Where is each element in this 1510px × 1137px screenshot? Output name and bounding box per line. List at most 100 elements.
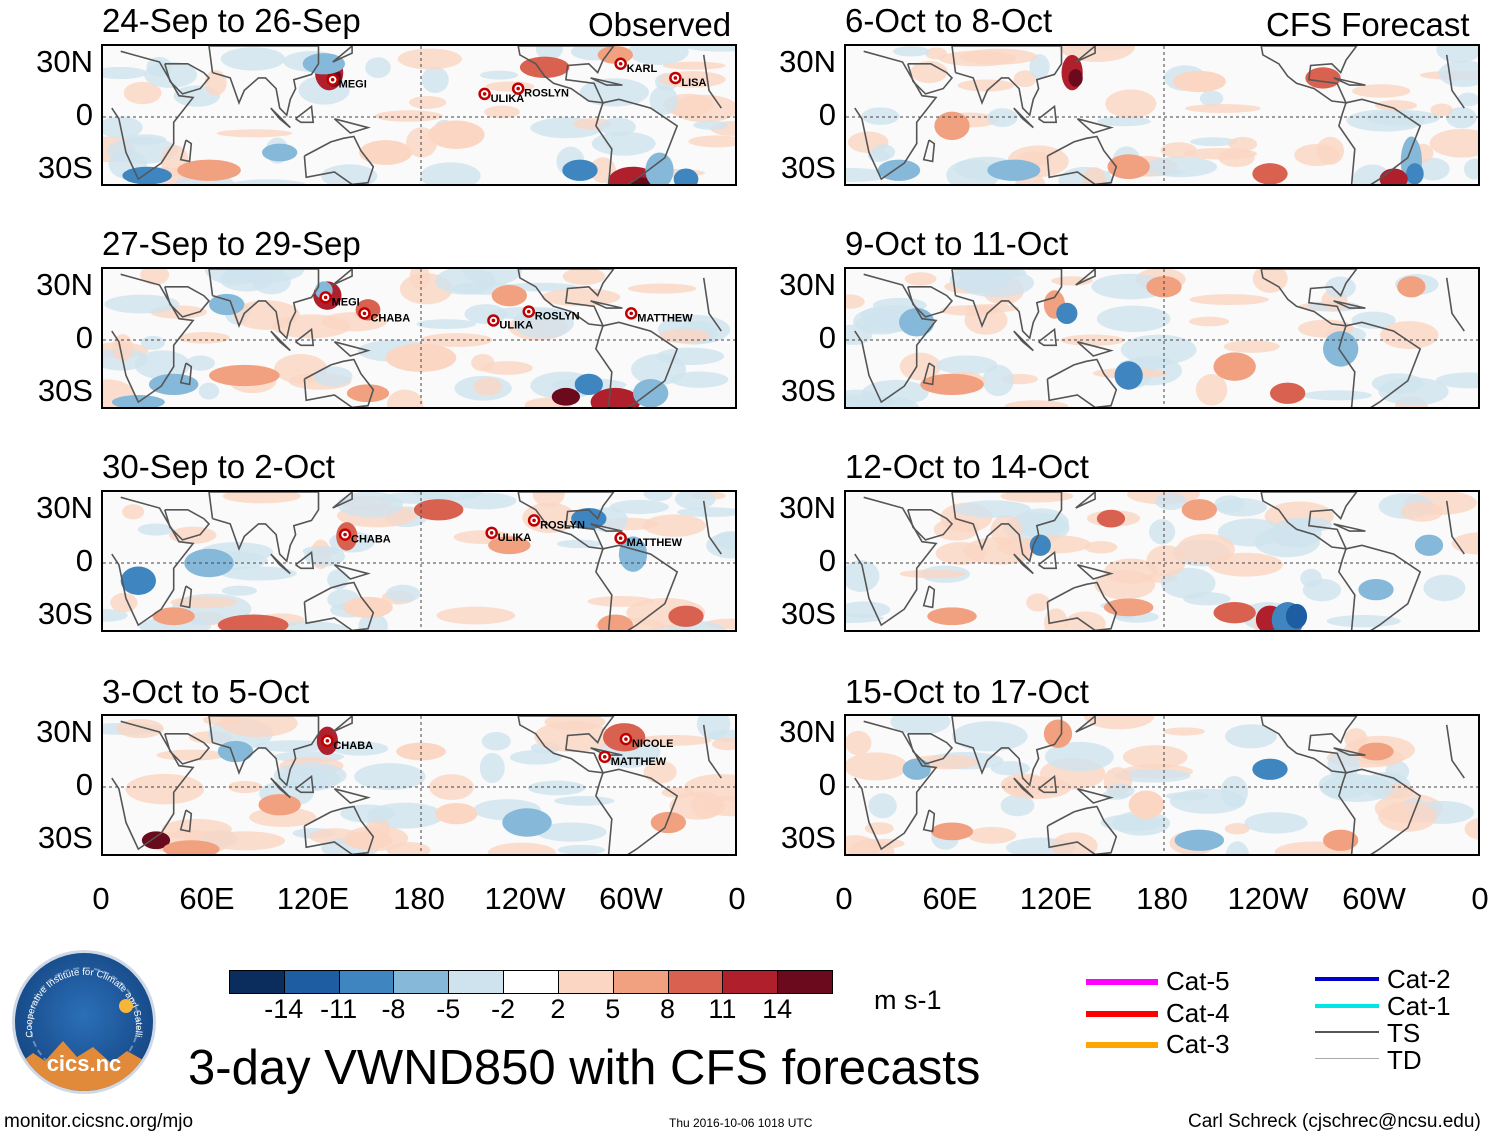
coastline xyxy=(179,809,193,833)
storm-marker: ULIKA xyxy=(485,526,531,544)
coastline xyxy=(951,46,1063,117)
storm-name-label: MEGI xyxy=(339,79,367,91)
coastline xyxy=(517,46,615,104)
anomaly-blob xyxy=(1155,492,1187,511)
coastline xyxy=(295,104,315,124)
storm-name-label: ULIKA xyxy=(499,319,533,331)
anomaly-blob xyxy=(204,70,227,96)
coastline xyxy=(590,523,623,532)
anomaly-blob xyxy=(278,767,341,792)
coastline xyxy=(951,716,1063,787)
anomaly-blob xyxy=(532,492,565,508)
storm-marker: MATTHEW xyxy=(624,307,693,324)
anomaly-blob xyxy=(1195,374,1228,406)
anomaly-blob xyxy=(270,621,349,630)
anomaly-blob xyxy=(473,377,503,396)
anomaly-blob xyxy=(140,335,165,350)
anomaly-blob xyxy=(104,294,180,314)
anomaly-blob xyxy=(927,607,977,626)
anomaly-blob xyxy=(122,504,145,520)
anomaly-blob xyxy=(185,355,215,371)
anomaly-blob xyxy=(1436,46,1478,63)
coastline xyxy=(333,564,371,580)
anomaly-blob xyxy=(1252,269,1288,293)
lon-tick-label: 0 xyxy=(1471,881,1489,916)
anomaly-blob xyxy=(1091,273,1169,300)
legend-swatch xyxy=(1086,979,1158,985)
anomaly-blob xyxy=(579,78,649,107)
legend-label: Cat-3 xyxy=(1166,1029,1230,1059)
anomaly-blob xyxy=(1326,614,1401,628)
panel-period-title: 30-Sep to 2-Oct xyxy=(102,448,335,485)
anomaly-blob xyxy=(904,272,937,286)
coastline xyxy=(595,544,679,630)
coastline xyxy=(332,716,353,733)
coastline xyxy=(1076,118,1114,134)
lat-tick-label: 30S xyxy=(780,373,836,409)
lon-tick-label: 0 xyxy=(728,881,746,916)
coastline xyxy=(1445,500,1465,555)
anomaly-blob xyxy=(161,818,232,840)
anomaly-blob xyxy=(541,288,621,307)
anomaly-blob xyxy=(1464,818,1478,840)
anomaly-blob xyxy=(1160,142,1197,159)
storm-name-label: MEGI xyxy=(332,296,360,308)
anomaly-blob xyxy=(574,373,603,396)
anomaly-blob xyxy=(225,269,305,283)
anomaly-blob xyxy=(846,394,894,407)
coastline xyxy=(1338,98,1422,184)
anomaly-blob xyxy=(436,606,516,625)
coastline xyxy=(907,732,954,765)
anomaly-blob xyxy=(643,760,677,784)
anomaly-blob xyxy=(920,373,984,396)
colorbar-tick-label: 11 xyxy=(708,994,737,1024)
anomaly-blob xyxy=(668,605,704,627)
anomaly-blob xyxy=(1005,400,1068,407)
anomaly-blob xyxy=(1189,316,1230,327)
coastline xyxy=(332,492,353,509)
coastline xyxy=(595,98,679,184)
panel-period-title: 15-Oct to 17-Oct xyxy=(845,673,1089,710)
lat-tick-label: 30S xyxy=(37,820,93,856)
storm-name-label: KARL xyxy=(627,63,658,75)
coastline xyxy=(332,269,353,286)
panel-period-title: 9-Oct to 11-Oct xyxy=(845,225,1069,262)
storm-marker: ULIKA xyxy=(478,87,524,105)
lat-tick-label: 30S xyxy=(37,150,93,186)
anomaly-blob xyxy=(627,46,689,66)
coastline xyxy=(1076,341,1114,357)
anomaly-blob xyxy=(416,319,477,330)
map-panel: MEGI CHABA ULIKA ROSLYN MATTHEW xyxy=(101,267,737,409)
storm-name-label: CHABA xyxy=(351,534,391,546)
anomaly-blob xyxy=(374,110,443,122)
storm-marker: ULIKA xyxy=(487,314,533,331)
anomaly-blob xyxy=(527,780,586,796)
anomaly-blob xyxy=(1463,158,1478,180)
anomaly-blob xyxy=(1223,340,1280,353)
coastline xyxy=(907,508,954,541)
coastline xyxy=(164,62,211,95)
anomaly-blob xyxy=(597,614,633,630)
coastline xyxy=(208,716,320,787)
anomaly-blob xyxy=(262,143,298,162)
colorbar-swatch xyxy=(612,970,669,994)
coastline xyxy=(922,362,936,386)
anomaly-blob xyxy=(892,46,930,57)
coastline xyxy=(951,492,1063,563)
anomaly-blob xyxy=(343,596,393,619)
anomaly-blob xyxy=(1114,361,1143,390)
anomaly-blob xyxy=(209,364,280,387)
units-label: m s-1 xyxy=(874,985,942,1015)
coastline xyxy=(270,553,291,575)
map-panel xyxy=(844,490,1480,632)
anomaly-blob xyxy=(198,382,220,400)
author: Carl Schreck (cjschrec@ncsu.edu) xyxy=(1188,1111,1481,1132)
coastline xyxy=(1013,777,1034,799)
anomaly-blob xyxy=(346,384,390,403)
anomaly-blob xyxy=(1181,499,1217,521)
storm-name-label: ROSLYN xyxy=(535,311,580,323)
anomaly-blob xyxy=(1213,602,1256,624)
anomaly-blob xyxy=(1176,533,1235,565)
legend-swatch xyxy=(1315,1004,1379,1008)
coastline xyxy=(1046,805,1118,854)
